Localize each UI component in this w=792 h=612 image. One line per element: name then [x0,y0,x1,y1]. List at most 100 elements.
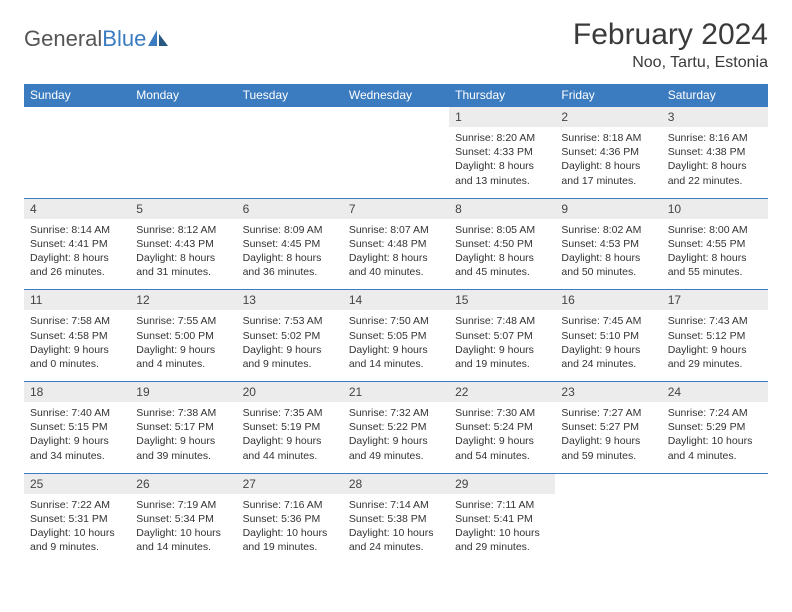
sunrise-text: Sunrise: 7:58 AM [30,314,124,328]
daylight-text: Daylight: 8 hours and 36 minutes. [243,251,337,279]
daylight-text: Daylight: 8 hours and 55 minutes. [668,251,762,279]
day-details: Sunrise: 7:27 AMSunset: 5:27 PMDaylight:… [555,402,661,473]
daylight-text: Daylight: 9 hours and 44 minutes. [243,434,337,462]
day-cell: 27Sunrise: 7:16 AMSunset: 5:36 PMDayligh… [237,473,343,564]
day-cell: 8Sunrise: 8:05 AMSunset: 4:50 PMDaylight… [449,198,555,290]
day-details: Sunrise: 8:05 AMSunset: 4:50 PMDaylight:… [449,219,555,290]
calendar-body: 1Sunrise: 8:20 AMSunset: 4:33 PMDaylight… [24,107,768,565]
sunset-text: Sunset: 5:38 PM [349,512,443,526]
sunrise-text: Sunrise: 8:20 AM [455,131,549,145]
day-number: 8 [449,199,555,219]
day-number: 13 [237,290,343,310]
day-number: 25 [24,474,130,494]
day-number: 16 [555,290,661,310]
sail-icon [148,30,168,48]
day-details: Sunrise: 7:32 AMSunset: 5:22 PMDaylight:… [343,402,449,473]
header: GeneralBlue February 2024 Noo, Tartu, Es… [24,18,768,72]
sunrise-text: Sunrise: 7:43 AM [668,314,762,328]
sunrise-text: Sunrise: 7:16 AM [243,498,337,512]
daylight-text: Daylight: 8 hours and 50 minutes. [561,251,655,279]
day-number: 14 [343,290,449,310]
sunset-text: Sunset: 5:17 PM [136,420,230,434]
dow-header: Sunday [24,84,130,107]
day-details: Sunrise: 7:45 AMSunset: 5:10 PMDaylight:… [555,310,661,381]
daylight-text: Daylight: 9 hours and 54 minutes. [455,434,549,462]
day-number: 2 [555,107,661,127]
week-row: 4Sunrise: 8:14 AMSunset: 4:41 PMDaylight… [24,198,768,290]
day-number: 12 [130,290,236,310]
day-details: Sunrise: 7:16 AMSunset: 5:36 PMDaylight:… [237,494,343,565]
day-number: 27 [237,474,343,494]
day-details: Sunrise: 7:22 AMSunset: 5:31 PMDaylight:… [24,494,130,565]
day-details: Sunrise: 8:16 AMSunset: 4:38 PMDaylight:… [662,127,768,198]
day-number: 28 [343,474,449,494]
day-cell: 12Sunrise: 7:55 AMSunset: 5:00 PMDayligh… [130,290,236,382]
sunset-text: Sunset: 4:58 PM [30,329,124,343]
sunrise-text: Sunrise: 8:18 AM [561,131,655,145]
dow-header: Monday [130,84,236,107]
day-cell: 3Sunrise: 8:16 AMSunset: 4:38 PMDaylight… [662,107,768,199]
day-cell: 28Sunrise: 7:14 AMSunset: 5:38 PMDayligh… [343,473,449,564]
day-details: Sunrise: 7:40 AMSunset: 5:15 PMDaylight:… [24,402,130,473]
day-cell [555,473,661,564]
day-details: Sunrise: 7:11 AMSunset: 5:41 PMDaylight:… [449,494,555,565]
dow-header: Tuesday [237,84,343,107]
sunrise-text: Sunrise: 7:45 AM [561,314,655,328]
sunset-text: Sunset: 4:36 PM [561,145,655,159]
daylight-text: Daylight: 9 hours and 39 minutes. [136,434,230,462]
day-cell [237,107,343,199]
sunset-text: Sunset: 5:00 PM [136,329,230,343]
day-cell: 4Sunrise: 8:14 AMSunset: 4:41 PMDaylight… [24,198,130,290]
daylight-text: Daylight: 9 hours and 0 minutes. [30,343,124,371]
sunrise-text: Sunrise: 8:05 AM [455,223,549,237]
sunrise-text: Sunrise: 7:50 AM [349,314,443,328]
day-cell: 11Sunrise: 7:58 AMSunset: 4:58 PMDayligh… [24,290,130,382]
daylight-text: Daylight: 9 hours and 34 minutes. [30,434,124,462]
day-cell [24,107,130,199]
daylight-text: Daylight: 10 hours and 9 minutes. [30,526,124,554]
day-number: 1 [449,107,555,127]
day-details: Sunrise: 7:55 AMSunset: 5:00 PMDaylight:… [130,310,236,381]
day-number: 19 [130,382,236,402]
calendar-table: Sunday Monday Tuesday Wednesday Thursday… [24,84,768,564]
day-details: Sunrise: 8:14 AMSunset: 4:41 PMDaylight:… [24,219,130,290]
day-cell: 6Sunrise: 8:09 AMSunset: 4:45 PMDaylight… [237,198,343,290]
day-details: Sunrise: 7:19 AMSunset: 5:34 PMDaylight:… [130,494,236,565]
day-cell: 9Sunrise: 8:02 AMSunset: 4:53 PMDaylight… [555,198,661,290]
daylight-text: Daylight: 8 hours and 17 minutes. [561,159,655,187]
sunrise-text: Sunrise: 7:32 AM [349,406,443,420]
day-details: Sunrise: 7:53 AMSunset: 5:02 PMDaylight:… [237,310,343,381]
sunrise-text: Sunrise: 8:02 AM [561,223,655,237]
daylight-text: Daylight: 8 hours and 26 minutes. [30,251,124,279]
sunrise-text: Sunrise: 7:35 AM [243,406,337,420]
sunrise-text: Sunrise: 7:48 AM [455,314,549,328]
sunrise-text: Sunrise: 7:27 AM [561,406,655,420]
day-number: 20 [237,382,343,402]
daylight-text: Daylight: 8 hours and 40 minutes. [349,251,443,279]
day-details: Sunrise: 7:14 AMSunset: 5:38 PMDaylight:… [343,494,449,565]
sunrise-text: Sunrise: 8:16 AM [668,131,762,145]
day-number: 4 [24,199,130,219]
day-number: 7 [343,199,449,219]
sunset-text: Sunset: 5:36 PM [243,512,337,526]
daylight-text: Daylight: 9 hours and 9 minutes. [243,343,337,371]
day-cell: 19Sunrise: 7:38 AMSunset: 5:17 PMDayligh… [130,382,236,474]
daylight-text: Daylight: 9 hours and 49 minutes. [349,434,443,462]
day-number: 24 [662,382,768,402]
sunrise-text: Sunrise: 7:19 AM [136,498,230,512]
day-details: Sunrise: 8:02 AMSunset: 4:53 PMDaylight:… [555,219,661,290]
day-cell: 1Sunrise: 8:20 AMSunset: 4:33 PMDaylight… [449,107,555,199]
sunset-text: Sunset: 5:02 PM [243,329,337,343]
dow-header: Thursday [449,84,555,107]
day-cell: 20Sunrise: 7:35 AMSunset: 5:19 PMDayligh… [237,382,343,474]
brand-part2: Blue [102,26,146,51]
day-number: 23 [555,382,661,402]
day-cell: 14Sunrise: 7:50 AMSunset: 5:05 PMDayligh… [343,290,449,382]
sunset-text: Sunset: 4:55 PM [668,237,762,251]
sunrise-text: Sunrise: 7:14 AM [349,498,443,512]
sunset-text: Sunset: 5:05 PM [349,329,443,343]
brand-part1: General [24,26,102,51]
day-number: 15 [449,290,555,310]
sunset-text: Sunset: 5:24 PM [455,420,549,434]
day-cell: 5Sunrise: 8:12 AMSunset: 4:43 PMDaylight… [130,198,236,290]
